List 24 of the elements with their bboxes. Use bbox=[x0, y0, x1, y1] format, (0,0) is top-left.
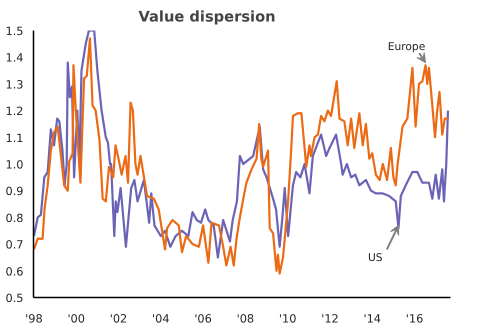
y-tick-label: 0.6 bbox=[5, 264, 24, 278]
x-tick-label: '08 bbox=[236, 312, 254, 326]
y-tick-label: 1.1 bbox=[5, 130, 24, 145]
y-tick-label: 1.0 bbox=[5, 158, 24, 172]
y-tick-label: 0.9 bbox=[5, 184, 24, 198]
y-tick-label: 1.3 bbox=[5, 77, 24, 92]
y-tick-label: 1.4 bbox=[5, 50, 24, 65]
y-tick-label: 1.2 bbox=[5, 104, 24, 118]
x-tick-label: '98 bbox=[25, 312, 43, 326]
x-tick-label: '02 bbox=[110, 312, 128, 326]
y-tick-label: 0.8 bbox=[5, 210, 24, 225]
x-tick-label: '00 bbox=[67, 312, 85, 326]
annotation: Europe bbox=[388, 40, 426, 54]
x-tick-label: '10 bbox=[278, 312, 296, 326]
annotation: US bbox=[368, 250, 383, 264]
y-tick-label: 0.7 bbox=[5, 238, 24, 252]
x-tick-label: '16 bbox=[406, 312, 424, 326]
x-tick-label: '06 bbox=[194, 312, 212, 326]
chart-title: Value dispersion bbox=[138, 8, 276, 26]
x-tick-label: '14 bbox=[363, 312, 382, 326]
y-tick-label: 1.5 bbox=[5, 24, 24, 38]
x-tick-label: '04 bbox=[152, 312, 170, 326]
x-tick-label: '12 bbox=[321, 312, 339, 326]
y-tick-label: 0.5 bbox=[5, 291, 24, 305]
